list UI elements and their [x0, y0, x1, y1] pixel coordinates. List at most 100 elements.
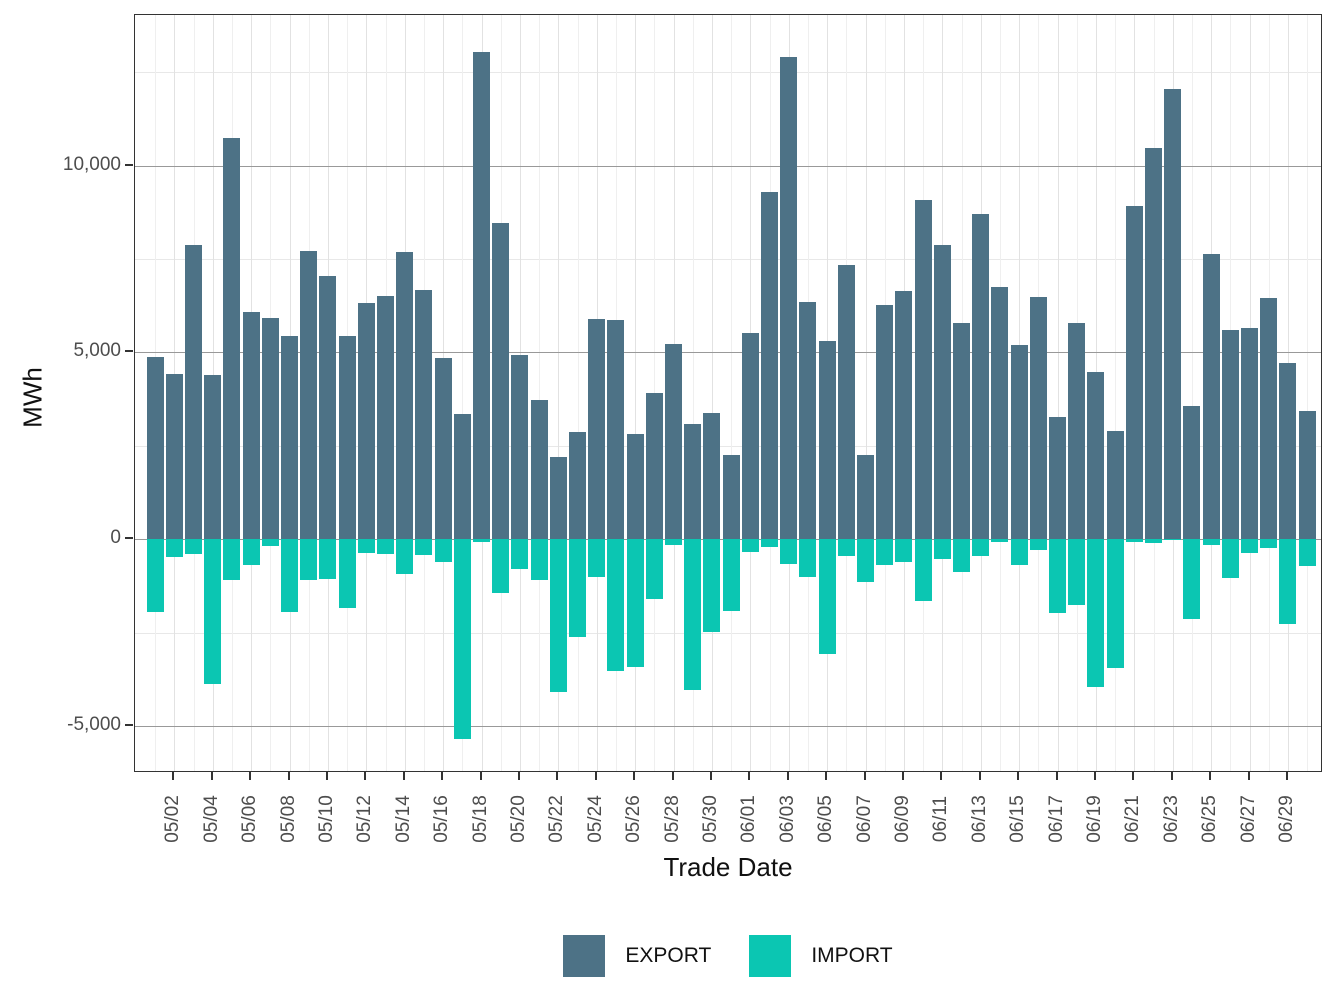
- vertical-gridline: [692, 15, 694, 771]
- export-bar: [895, 291, 913, 540]
- x-tick-mark: [556, 772, 559, 780]
- x-tick-label: 06/01: [738, 795, 760, 843]
- x-tick-label: 05/10: [315, 795, 337, 843]
- x-tick-label: 06/15: [1007, 795, 1029, 843]
- import-bar: [472, 539, 491, 543]
- export-bar: [453, 414, 471, 540]
- export-bar: [338, 335, 356, 540]
- x-tick-mark: [709, 772, 712, 780]
- vertical-gridline: [558, 15, 560, 771]
- export-bar: [991, 286, 1009, 540]
- plot-panel: [134, 14, 1322, 772]
- export-bar: [261, 317, 279, 540]
- export-bar: [184, 245, 203, 540]
- import-bar: [1183, 539, 1201, 620]
- x-tick-label: 06/17: [1045, 795, 1067, 843]
- x-tick-mark: [364, 772, 367, 780]
- export-bar: [165, 374, 183, 540]
- minor-gridline: [135, 72, 1321, 74]
- export-bar: [684, 423, 702, 540]
- import-bar: [549, 539, 567, 693]
- import-bar: [1279, 539, 1297, 625]
- export-bar: [492, 223, 510, 540]
- export-bar: [204, 375, 222, 540]
- export-bar: [568, 432, 587, 540]
- import-bar: [1298, 539, 1316, 567]
- import-bar: [280, 539, 299, 613]
- import-bar: [1202, 539, 1220, 546]
- import-bar: [1087, 539, 1105, 687]
- export-bar: [664, 344, 683, 540]
- export-bar: [1279, 362, 1297, 540]
- import-bar: [914, 539, 932, 601]
- import-bar: [799, 539, 817, 577]
- minor-gridline: [135, 445, 1321, 447]
- y-tick-label: 0: [110, 527, 121, 549]
- y-axis-title: MWh: [17, 367, 48, 428]
- legend-label: EXPORT: [625, 944, 712, 967]
- x-tick-mark: [901, 772, 904, 780]
- import-bar: [703, 539, 721, 632]
- import-bar: [530, 539, 548, 580]
- major-gridline: [135, 726, 1321, 727]
- x-tick-mark: [402, 772, 405, 780]
- import-bar: [664, 539, 683, 545]
- import-bar: [645, 539, 663, 599]
- y-tick-label: 10,000: [62, 153, 121, 175]
- x-tick-label: 05/04: [200, 795, 222, 843]
- x-tick-mark: [1017, 772, 1020, 780]
- export-bar: [357, 302, 375, 540]
- x-tick-label: 06/13: [968, 795, 990, 843]
- export-bar: [952, 322, 971, 540]
- vertical-gridline: [1057, 15, 1059, 771]
- x-tick-label: 05/14: [392, 795, 414, 843]
- import-bar: [146, 539, 164, 613]
- x-tick-label: 06/19: [1083, 795, 1105, 843]
- export-bar: [530, 399, 548, 540]
- legend-item-export: EXPORT: [563, 935, 711, 977]
- export-bar: [760, 192, 779, 540]
- import-bar: [876, 539, 894, 565]
- x-tick-label: 06/03: [776, 795, 798, 843]
- export-bar: [741, 332, 759, 540]
- export-bar: [1240, 328, 1259, 540]
- y-tick-mark: [125, 724, 133, 726]
- x-tick-mark: [940, 772, 943, 780]
- export-bar: [1260, 298, 1278, 540]
- export-bar: [876, 305, 894, 540]
- export-bar: [1048, 417, 1067, 540]
- import-bar: [300, 539, 318, 581]
- import-bar: [184, 539, 203, 555]
- import-bar: [242, 539, 260, 565]
- x-tick-label: 05/02: [162, 795, 184, 843]
- x-tick-mark: [978, 772, 981, 780]
- import-bar: [396, 539, 414, 575]
- vertical-gridline: [731, 15, 733, 771]
- x-tick-label: 05/16: [431, 795, 453, 843]
- x-tick-label: 05/30: [699, 795, 721, 843]
- import-bar: [1048, 539, 1067, 614]
- export-bar: [837, 265, 855, 540]
- import-bar: [492, 539, 510, 593]
- x-tick-label: 05/24: [584, 795, 606, 843]
- import-bar: [1029, 539, 1047, 550]
- x-tick-mark: [1093, 772, 1096, 780]
- export-bar: [1087, 371, 1105, 540]
- export-bar: [588, 319, 606, 540]
- x-tick-mark: [1285, 772, 1288, 780]
- y-tick-mark: [125, 163, 133, 166]
- x-tick-mark: [479, 772, 482, 780]
- export-swatch: [563, 935, 606, 977]
- import-bar: [1068, 539, 1086, 606]
- y-tick-mark: [125, 350, 133, 353]
- import-bar: [856, 539, 875, 583]
- import-bar: [626, 539, 644, 667]
- import-bar: [223, 539, 241, 580]
- x-tick-mark: [325, 772, 328, 780]
- vertical-gridline: [577, 15, 579, 771]
- x-tick-label: 05/06: [239, 795, 261, 843]
- import-bar: [1221, 539, 1239, 579]
- export-bar: [146, 356, 164, 540]
- x-tick-mark: [249, 772, 252, 780]
